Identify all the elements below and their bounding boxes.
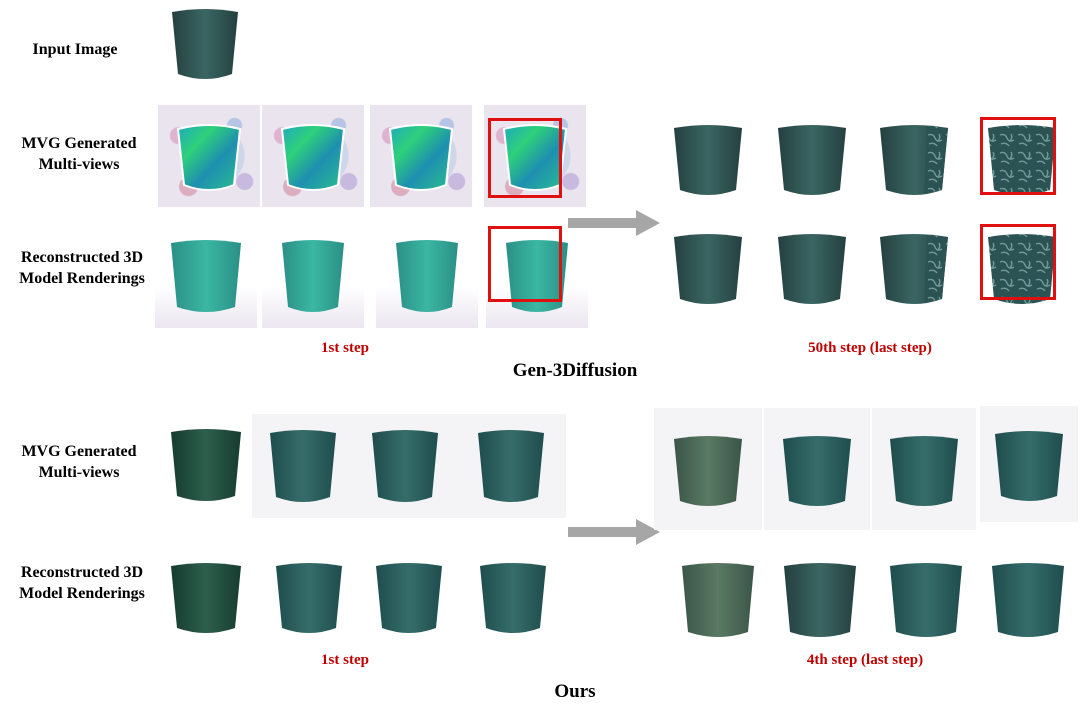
highlight-box: [980, 224, 1056, 300]
gen3d-mvg-last-view-2: [764, 105, 860, 207]
highlight-box: [980, 117, 1056, 195]
mvg-label-line1: MVG Generated: [21, 443, 137, 460]
ours-recon-view-4: [462, 550, 564, 644]
recon-label-line2: Model Renderings: [19, 585, 145, 602]
ours-mvg-view-2: [252, 414, 354, 518]
gen3d-first-step-label: 1st step: [321, 340, 369, 356]
gen3d-recon-last-view-1: [660, 214, 756, 316]
ours-mvg-view-1: [155, 414, 257, 516]
recon-label-bottom: Reconstructed 3D Model Renderings: [2, 562, 162, 604]
ours-recon-last-view-2: [770, 552, 870, 648]
input-image-thumbnail: [155, 2, 255, 90]
gen3d-mvg-view-2: [262, 105, 364, 207]
mvg-label-top: MVG Generated Multi-views: [4, 133, 154, 175]
gen3d-recon-view-2: [262, 224, 364, 328]
ours-mvg-view-3: [354, 414, 456, 518]
gen3d-last-step-label: 50th step (last step): [808, 340, 932, 356]
mvg-label-line2: Multi-views: [38, 464, 120, 481]
gen3d-recon-last-view-4: [974, 214, 1070, 316]
ours-recon-last-view-3: [876, 552, 976, 648]
ours-recon-view-3: [358, 550, 460, 644]
gen3d-recon-last-view-2: [764, 214, 860, 316]
ours-mvg-last-view-1: [654, 408, 762, 530]
recon-label-line1: Reconstructed 3D: [20, 564, 144, 581]
gen3d-recon-view-1: [155, 224, 257, 328]
ours-mvg-last-view-3: [872, 408, 976, 530]
ours-recon-view-2: [258, 550, 360, 644]
ours-recon-last-view-1: [668, 552, 768, 648]
recon-label-top: Reconstructed 3D Model Renderings: [2, 247, 162, 289]
gen3d-mvg-view-1: [158, 105, 260, 207]
gen3d-mvg-view-3: [370, 105, 472, 207]
highlight-box: [488, 226, 562, 302]
ours-first-step-label: 1st step: [321, 652, 369, 668]
mvg-label-bottom: MVG Generated Multi-views: [4, 441, 154, 483]
recon-label-line2: Model Renderings: [19, 270, 145, 287]
arrow-right-icon: [568, 519, 660, 545]
ours-last-step-label: 4th step (last step): [806, 652, 924, 668]
gen3diffusion-title: Gen-3Diffusion: [512, 360, 638, 381]
mvg-label-line1: MVG Generated: [21, 135, 137, 152]
gen3d-recon-last-view-3: [866, 214, 962, 316]
ours-mvg-last-view-4: [980, 406, 1078, 522]
ours-recon-view-1: [155, 550, 257, 644]
gen3d-recon-view-4: [486, 224, 588, 328]
gen3d-mvg-last-view-4: [974, 105, 1070, 207]
input-image-label: Input Image: [32, 41, 118, 58]
gen3d-mvg-view-4: [484, 105, 586, 207]
ours-title: Ours: [554, 681, 596, 702]
mvg-label-line2: Multi-views: [38, 156, 120, 173]
gen3d-mvg-last-view-1: [660, 105, 756, 207]
ours-mvg-view-4: [456, 414, 566, 518]
arrow-right-icon: [568, 210, 660, 236]
gen3d-mvg-last-view-3: [866, 105, 962, 207]
ours-mvg-last-view-2: [764, 408, 870, 530]
ours-recon-last-view-4: [978, 552, 1078, 648]
recon-label-line1: Reconstructed 3D: [20, 249, 144, 266]
highlight-box: [488, 118, 562, 198]
gen3d-recon-view-3: [376, 224, 478, 328]
